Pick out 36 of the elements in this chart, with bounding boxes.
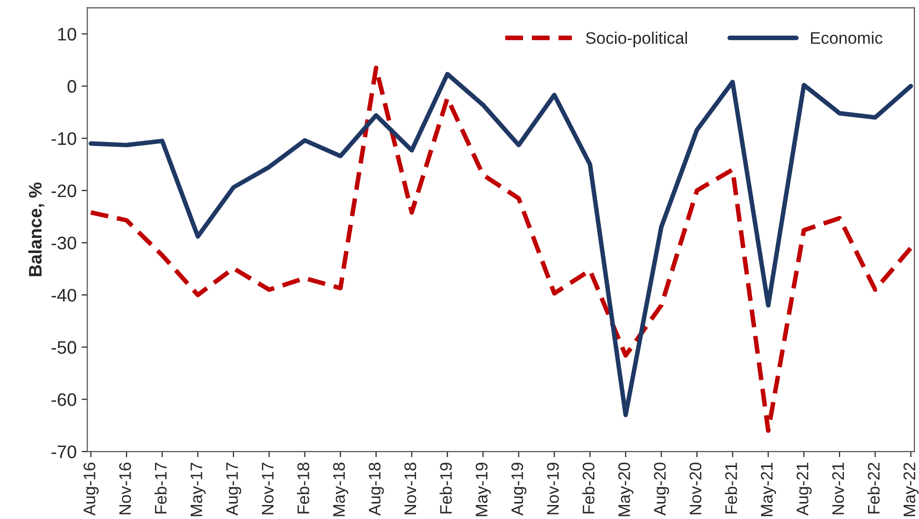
x-tick-label: Nov-17 (262, 462, 274, 514)
x-tick-label: Feb-18 (297, 462, 310, 514)
y-tick-label: -70 (52, 445, 76, 458)
x-tick-label: Aug-19 (511, 462, 526, 516)
y-tick-label: -40 (52, 288, 76, 302)
x-tick-label: Nov-16 (119, 462, 131, 514)
y-tick-label: 0 (68, 80, 76, 93)
y-tick-label: -60 (52, 393, 76, 406)
legend-label: Socio-political (586, 32, 687, 48)
x-tick-label: Feb-19 (440, 462, 452, 514)
x-tick-label: Aug-21 (796, 462, 812, 516)
x-tick-label: Nov-18 (404, 462, 416, 514)
x-tick-label: May-18 (333, 462, 348, 516)
x-tick-label: Feb-22 (867, 462, 880, 514)
x-tick-label: Aug-18 (368, 462, 384, 516)
x-tick-label: Feb-21 (724, 462, 738, 514)
y-tick-label: -10 (52, 132, 76, 146)
x-tick-label: Nov-19 (547, 462, 559, 514)
x-tick-label: Aug-16 (84, 462, 99, 516)
x-tick-label: May-22 (904, 462, 919, 516)
x-tick-label: May-20 (618, 462, 634, 516)
y-tick-label: -20 (52, 184, 76, 198)
x-tick-label: Feb-17 (154, 462, 167, 514)
x-tick-label: Nov-20 (690, 462, 702, 514)
legend-label: Economic (811, 32, 882, 44)
y-axis-title: Balance, % (28, 182, 44, 276)
x-tick-label: Feb-20 (582, 462, 594, 514)
x-tick-label: Aug-20 (654, 462, 670, 516)
x-tick-label: Nov-21 (832, 462, 844, 514)
y-tick-label: 10 (58, 28, 76, 41)
x-tick-label: Aug-17 (226, 462, 242, 516)
y-tick-label: -30 (52, 236, 76, 250)
x-tick-label: May-21 (760, 462, 776, 516)
x-tick-label: May-17 (190, 462, 206, 516)
y-tick-label: -50 (52, 341, 76, 354)
x-tick-label: May-19 (476, 462, 491, 516)
